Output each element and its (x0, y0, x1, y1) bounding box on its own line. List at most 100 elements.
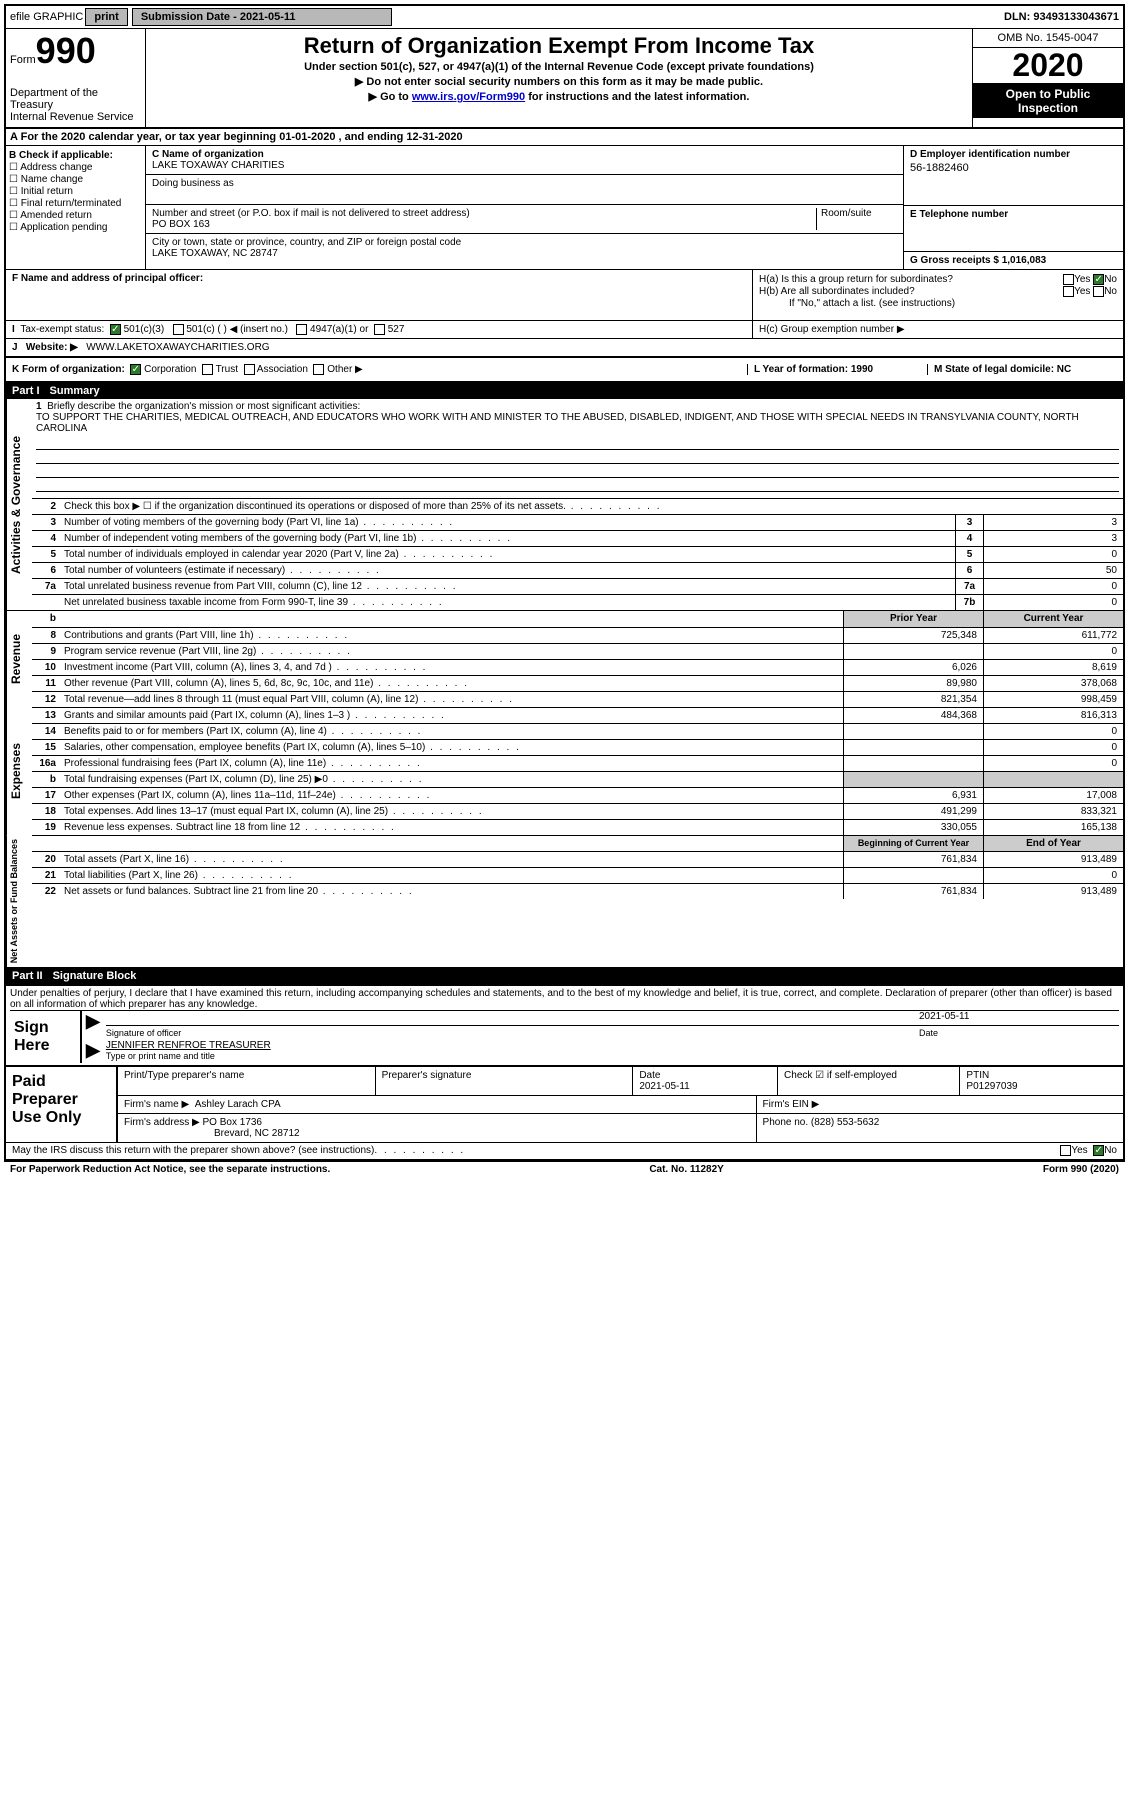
501c3-checkbox[interactable]: ✓ (110, 324, 121, 335)
b-label: b (32, 611, 60, 627)
corporation-checkbox[interactable]: ✓ (130, 364, 141, 375)
section-text: Under section 501(c), 527, or 4947(a)(1)… (150, 61, 968, 73)
org-name-label: C Name of organization (152, 149, 897, 160)
table-row: 6 Total number of volunteers (estimate i… (32, 562, 1123, 578)
form-prefix: Form (10, 54, 36, 66)
print-button[interactable]: print (85, 8, 127, 26)
table-row: 8 Contributions and grants (Part VIII, l… (32, 627, 1123, 643)
line1-num: 1 (36, 401, 42, 412)
paid-preparer-label: Paid Preparer Use Only (6, 1067, 116, 1142)
part1-badge: Part I (12, 385, 40, 397)
goto-suffix: for instructions and the latest informat… (525, 91, 749, 103)
submission-date-button[interactable]: Submission Date - 2021-05-11 (132, 8, 392, 26)
subordinates-row: H(b) Are all subordinates included? Yes … (759, 286, 1117, 297)
org-address: PO BOX 163 (152, 219, 816, 230)
firm-ein-label: Firm's EIN ▶ (757, 1096, 1123, 1113)
blank-line (36, 478, 1119, 492)
table-row: 22 Net assets or fund balances. Subtract… (32, 883, 1123, 899)
gross-receipts: G Gross receipts $ 1,016,083 (904, 252, 1123, 269)
amended-return-checkbox[interactable]: ☐ Amended return (9, 210, 142, 221)
org-name: LAKE TOXAWAY CHARITIES (152, 160, 897, 171)
address-change-checkbox[interactable]: ☐ Address change (9, 162, 142, 173)
form-header: Form990 Department of the Treasury Inter… (6, 29, 1123, 129)
room-label: Room/suite (817, 208, 897, 230)
mission-label: Briefly describe the organization's miss… (47, 401, 360, 412)
discuss-text: May the IRS discuss this return with the… (12, 1145, 374, 1156)
discuss-no-checkbox[interactable]: ✓ (1093, 1145, 1104, 1156)
blank-line (36, 436, 1119, 450)
other-checkbox[interactable] (313, 364, 324, 375)
table-row: 12 Total revenue—add lines 8 through 11 … (32, 691, 1123, 707)
form-number: 990 (36, 30, 96, 71)
trust-checkbox[interactable] (202, 364, 213, 375)
k-label: K Form of organization: (12, 364, 125, 375)
ha-label: H(a) Is this a group return for subordin… (759, 274, 953, 285)
sig-date-label: Date (919, 1025, 1119, 1040)
table-row: 7a Total unrelated business revenue from… (32, 578, 1123, 594)
officer-name: JENNIFER RENFROE TREASURER (86, 1040, 1119, 1051)
ptin: PTIN P01297039 (960, 1067, 1123, 1095)
table-row: 9 Program service revenue (Part VIII, li… (32, 643, 1123, 659)
part2-header: Part II Signature Block (6, 968, 1123, 984)
year-formation: L Year of formation: 1990 (754, 364, 873, 375)
expenses-label: Expenses (6, 707, 32, 835)
ein-label: D Employer identification number (910, 149, 1070, 160)
org-city: LAKE TOXAWAY, NC 28747 (152, 248, 897, 259)
goto-prefix: ▶ Go to (369, 91, 412, 103)
hb-no-checkbox[interactable] (1093, 286, 1104, 297)
part2-badge: Part II (12, 970, 43, 982)
table-row: 10 Investment income (Part VIII, column … (32, 659, 1123, 675)
preparer-name-label: Print/Type preparer's name (118, 1067, 376, 1095)
name-change-checkbox[interactable]: ☐ Name change (9, 174, 142, 185)
open-inspection: Open to Public Inspection (973, 84, 1123, 118)
discuss-yes-checkbox[interactable] (1060, 1145, 1071, 1156)
ssn-note: ▶ Do not enter social security numbers o… (150, 75, 968, 88)
group-return-row: H(a) Is this a group return for subordin… (759, 274, 1117, 285)
ha-yes-checkbox[interactable] (1063, 274, 1074, 285)
preparer-date: Date 2021-05-11 (633, 1067, 778, 1095)
box-b-label: B Check if applicable: (9, 150, 142, 161)
dba-label: Doing business as (152, 178, 234, 189)
initial-return-checkbox[interactable]: ☐ Initial return (9, 186, 142, 197)
firm-name-label: Firm's name ▶ (124, 1099, 189, 1110)
4947-checkbox[interactable] (296, 324, 307, 335)
table-row: b Total fundraising expenses (Part IX, c… (32, 771, 1123, 787)
preparer-sig-label: Preparer's signature (376, 1067, 634, 1095)
end-year-header: End of Year (983, 836, 1123, 851)
sign-here-label: Sign Here (10, 1011, 80, 1063)
firm-phone: Phone no. (828) 553-5632 (757, 1114, 1123, 1142)
self-employed-check: Check ☑ if self-employed (778, 1067, 960, 1095)
application-pending-checkbox[interactable]: ☐ Application pending (9, 222, 142, 233)
part1-title: Summary (50, 385, 100, 397)
addr-label: Number and street (or P.O. box if mail i… (152, 208, 816, 219)
table-row: 15 Salaries, other compensation, employe… (32, 739, 1123, 755)
telephone-label: E Telephone number (904, 206, 1123, 252)
table-row: 19 Revenue less expenses. Subtract line … (32, 819, 1123, 835)
governance-label: Activities & Governance (6, 399, 32, 610)
527-checkbox[interactable] (374, 324, 385, 335)
line-a: A For the 2020 calendar year, or tax yea… (6, 129, 1123, 146)
website-label: Website: ▶ (26, 342, 78, 353)
penalty-text: Under penalties of perjury, I declare th… (10, 988, 1119, 1010)
blank-line (36, 450, 1119, 464)
type-name-label: Type or print name and title (86, 1051, 1119, 1061)
association-checkbox[interactable] (244, 364, 255, 375)
department-label: Department of the Treasury Internal Reve… (10, 87, 141, 123)
firm-name: Ashley Larach CPA (195, 1099, 281, 1110)
blank-line (36, 464, 1119, 478)
table-row: 16a Professional fundraising fees (Part … (32, 755, 1123, 771)
form990-link[interactable]: www.irs.gov/Form990 (412, 91, 525, 103)
501c-checkbox[interactable] (173, 324, 184, 335)
part2-title: Signature Block (53, 970, 137, 982)
ein-value: 56-1882460 (910, 162, 1117, 174)
omb-number: OMB No. 1545-0047 (973, 29, 1123, 48)
current-year-header: Current Year (983, 611, 1123, 627)
hb-label: H(b) Are all subordinates included? (759, 286, 915, 297)
final-return-checkbox[interactable]: ☐ Final return/terminated (9, 198, 142, 209)
firm-addr: PO Box 1736 (203, 1117, 262, 1128)
ha-no-checkbox[interactable]: ✓ (1093, 274, 1104, 285)
table-row: 4 Number of independent voting members o… (32, 530, 1123, 546)
table-row: 20 Total assets (Part X, line 16) 761,83… (32, 851, 1123, 867)
hb-yes-checkbox[interactable] (1063, 286, 1074, 297)
sig-officer-label: Signature of officer (106, 1025, 919, 1040)
